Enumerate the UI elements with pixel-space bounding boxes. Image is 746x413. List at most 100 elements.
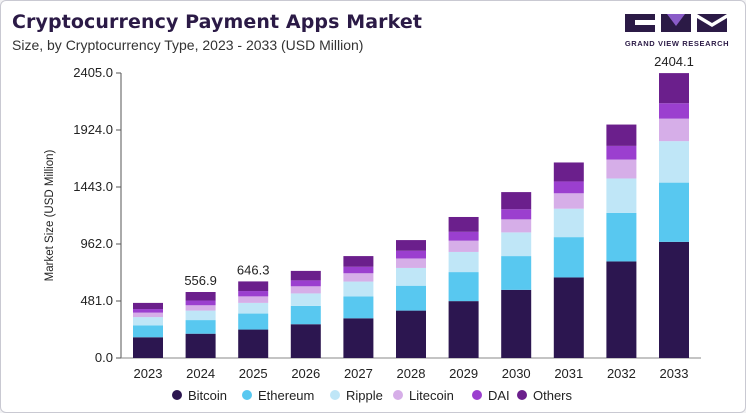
bar-segment-ethereum-2025: [238, 313, 269, 330]
bar-segment-litecoin-2030: [501, 219, 532, 233]
bar-segment-bitcoin-2028: [396, 310, 426, 358]
bar-segment-litecoin-2033: [659, 118, 689, 142]
x-tick-label-2030: 2030: [502, 366, 531, 381]
x-tick-label-2027: 2027: [344, 366, 373, 381]
bar-segment-ethereum-2033: [659, 182, 689, 242]
bar-segment-others-2027: [343, 256, 374, 267]
grand-view-research-logo: GRAND VIEW RESEARCH: [621, 14, 733, 50]
bar-segment-dai-2025: [238, 291, 269, 297]
legend-swatch-ripple: [330, 390, 340, 400]
data-label-2024: 556.9: [184, 273, 217, 288]
x-tick-label-2024: 2024: [186, 366, 215, 381]
bar-segment-ethereum-2032: [606, 212, 637, 262]
bar-segment-litecoin-2028: [396, 258, 426, 268]
legend-swatch-litecoin: [393, 390, 403, 400]
legend-label-others: Others: [533, 388, 573, 403]
bar-segment-dai-2031: [553, 181, 584, 194]
bar-segment-litecoin-2027: [343, 273, 374, 282]
bar-segment-ripple-2027: [343, 281, 374, 297]
bar-segment-others-2031: [553, 162, 584, 182]
legend-label-dai: DAI: [488, 388, 510, 403]
bar-segment-dai-2026: [290, 280, 321, 287]
bar-segment-bitcoin-2026: [290, 324, 321, 358]
x-tick-label-2033: 2033: [660, 366, 689, 381]
bar-segment-litecoin-2024: [185, 305, 216, 311]
bar-segment-others-2026: [290, 270, 321, 281]
x-tick-label-2029: 2029: [449, 366, 478, 381]
bar-segment-ethereum-2026: [290, 305, 321, 325]
legend-label-litecoin: Litecoin: [409, 388, 454, 403]
bar-segment-others-2023: [133, 302, 163, 310]
x-tick-label-2026: 2026: [291, 366, 320, 381]
bar-segment-others-2029: [448, 216, 479, 232]
bar-segment-bitcoin-2027: [343, 318, 374, 358]
bar-segment-others-2033: [659, 73, 689, 104]
bar-segment-ripple-2032: [606, 178, 637, 213]
bar-segment-bitcoin-2023: [133, 337, 163, 358]
bar-segment-ripple-2029: [448, 251, 479, 273]
y-axis-title: Market Size (USD Million): [44, 150, 56, 282]
logo-text: GRAND VIEW RESEARCH: [624, 39, 730, 48]
bar-segment-litecoin-2032: [606, 159, 637, 179]
bar-segment-ripple-2024: [185, 310, 216, 321]
bar-segment-dai-2032: [606, 145, 637, 160]
bar-segment-litecoin-2026: [290, 286, 321, 294]
bar-segment-ethereum-2024: [185, 320, 216, 334]
legend-label-ripple: Ripple: [346, 388, 383, 403]
bar-segment-ripple-2033: [659, 141, 689, 183]
bar-segment-bitcoin-2030: [501, 289, 532, 358]
bar-segment-others-2025: [238, 281, 269, 292]
x-tick-label-2031: 2031: [554, 366, 583, 381]
bar-segment-litecoin-2031: [553, 193, 584, 209]
bar-segment-ethereum-2023: [133, 325, 163, 338]
bar-segment-others-2032: [606, 124, 637, 146]
bar-segment-bitcoin-2024: [185, 333, 216, 358]
bar-segment-ripple-2025: [238, 302, 269, 314]
bar-segment-bitcoin-2029: [448, 301, 479, 358]
bar-segment-ethereum-2031: [553, 237, 584, 278]
logo-mark-icon: [625, 14, 727, 32]
legend-swatch-dai: [472, 390, 482, 400]
bar-segment-bitcoin-2033: [659, 241, 689, 358]
bar-segment-dai-2029: [448, 231, 479, 241]
bar-segment-ethereum-2027: [343, 296, 374, 319]
bar-segment-ripple-2030: [501, 232, 532, 257]
bar-segment-dai-2033: [659, 103, 689, 119]
bar-segment-others-2028: [396, 240, 426, 251]
bar-segment-ripple-2023: [133, 317, 163, 326]
x-tick-label-2028: 2028: [397, 366, 426, 381]
bar-segment-dai-2030: [501, 209, 532, 220]
x-tick-label-2025: 2025: [239, 366, 268, 381]
y-tick-label: 962.0: [80, 236, 113, 251]
bar-segment-ripple-2028: [396, 267, 426, 286]
legend-label-ethereum: Ethereum: [258, 388, 314, 403]
bar-segment-dai-2024: [185, 300, 216, 306]
bar-segment-others-2030: [501, 192, 532, 210]
bar-segment-ethereum-2030: [501, 256, 532, 290]
data-label-2025: 646.3: [237, 262, 270, 277]
legend-swatch-ethereum: [242, 390, 252, 400]
bar-segment-litecoin-2023: [133, 312, 163, 318]
bar-segment-ripple-2031: [553, 208, 584, 238]
legend-swatch-bitcoin: [172, 390, 182, 400]
bar-segment-dai-2027: [343, 266, 374, 274]
chart-subtitle: Size, by Cryptocurrency Type, 2023 - 203…: [12, 37, 364, 53]
bar-segment-litecoin-2025: [238, 296, 269, 303]
legend-label-bitcoin: Bitcoin: [188, 388, 227, 403]
y-tick-label: 1443.0: [73, 179, 113, 194]
x-tick-label-2032: 2032: [607, 366, 636, 381]
y-tick-label: 1924.0: [73, 122, 113, 137]
y-tick-label: 481.0: [80, 293, 113, 308]
bar-segment-litecoin-2029: [448, 240, 479, 252]
x-tick-label-2023: 2023: [134, 366, 163, 381]
bar-segment-bitcoin-2025: [238, 329, 269, 358]
bar-segment-bitcoin-2031: [553, 277, 584, 358]
bar-segment-ripple-2026: [290, 293, 321, 306]
bar-segment-dai-2028: [396, 250, 426, 259]
chart-title: Cryptocurrency Payment Apps Market: [12, 11, 423, 33]
data-label-2033: 2404.1: [654, 54, 694, 69]
bar-segment-ethereum-2029: [448, 272, 479, 302]
bar-segment-others-2024: [185, 292, 216, 301]
